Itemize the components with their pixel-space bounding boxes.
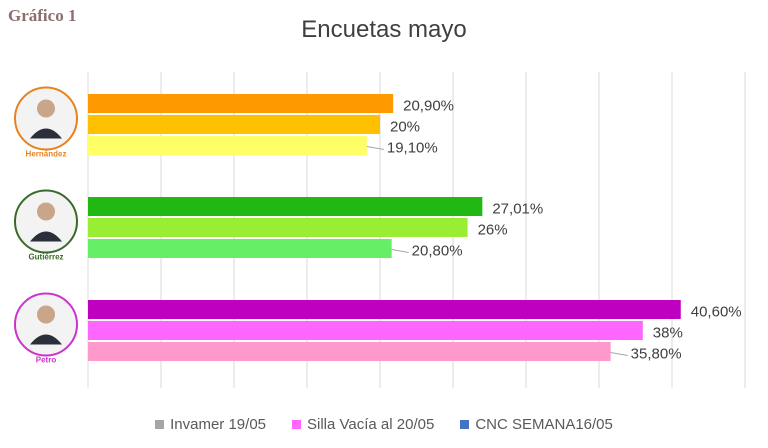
avatar-body	[30, 334, 62, 345]
bar	[88, 136, 367, 155]
data-label: 20,80%	[412, 243, 463, 260]
bar	[88, 94, 394, 113]
leader-line	[391, 249, 409, 253]
legend-item: Silla Vacía al 20/05	[292, 416, 434, 433]
avatar-head	[37, 305, 55, 324]
avatar-head	[37, 99, 55, 118]
chart-legend: Invamer 19/05 Silla Vacía al 20/05 CNC SEM…	[0, 416, 768, 433]
bar	[88, 115, 380, 134]
leader-line	[366, 146, 384, 150]
candidate-name: Hernández	[26, 150, 67, 159]
data-label: 35,80%	[631, 346, 682, 363]
bar	[88, 300, 681, 319]
bar	[88, 218, 468, 237]
legend-label: CNC SEMANA16/05	[475, 416, 613, 433]
legend-label: Silla Vacía al 20/05	[307, 416, 435, 433]
data-label: 20,90%	[403, 98, 454, 115]
data-label: 19,10%	[387, 140, 438, 157]
legend-item: Invamer 19/05	[155, 416, 266, 433]
bar	[88, 342, 611, 361]
data-label: 40,60%	[691, 304, 742, 321]
data-label: 27,01%	[492, 201, 543, 218]
candidate-name: Petro	[36, 356, 57, 365]
candidate-name: Gutiérrez	[28, 253, 63, 262]
chart-title: Encuetas mayo	[301, 16, 467, 43]
candidate-avatar	[14, 86, 78, 151]
data-label: 38%	[653, 325, 683, 342]
avatar-head	[37, 202, 55, 221]
data-label: 26%	[478, 222, 508, 239]
leader-line	[610, 352, 628, 356]
bar	[88, 321, 643, 340]
legend-item: CNC SEMANA16/05	[460, 416, 613, 433]
legend-swatch	[155, 420, 165, 429]
legend-swatch	[292, 420, 301, 429]
candidate-avatar	[14, 189, 78, 254]
bar	[88, 197, 483, 216]
avatar-body	[30, 231, 62, 242]
candidate-avatar	[14, 292, 78, 357]
legend-swatch	[460, 420, 470, 429]
legend-label: Invamer 19/05	[170, 416, 266, 433]
avatar-body	[30, 128, 62, 139]
data-label: 20%	[390, 119, 420, 136]
figure-label: Gráfico 1	[8, 6, 77, 25]
bar	[88, 239, 392, 258]
